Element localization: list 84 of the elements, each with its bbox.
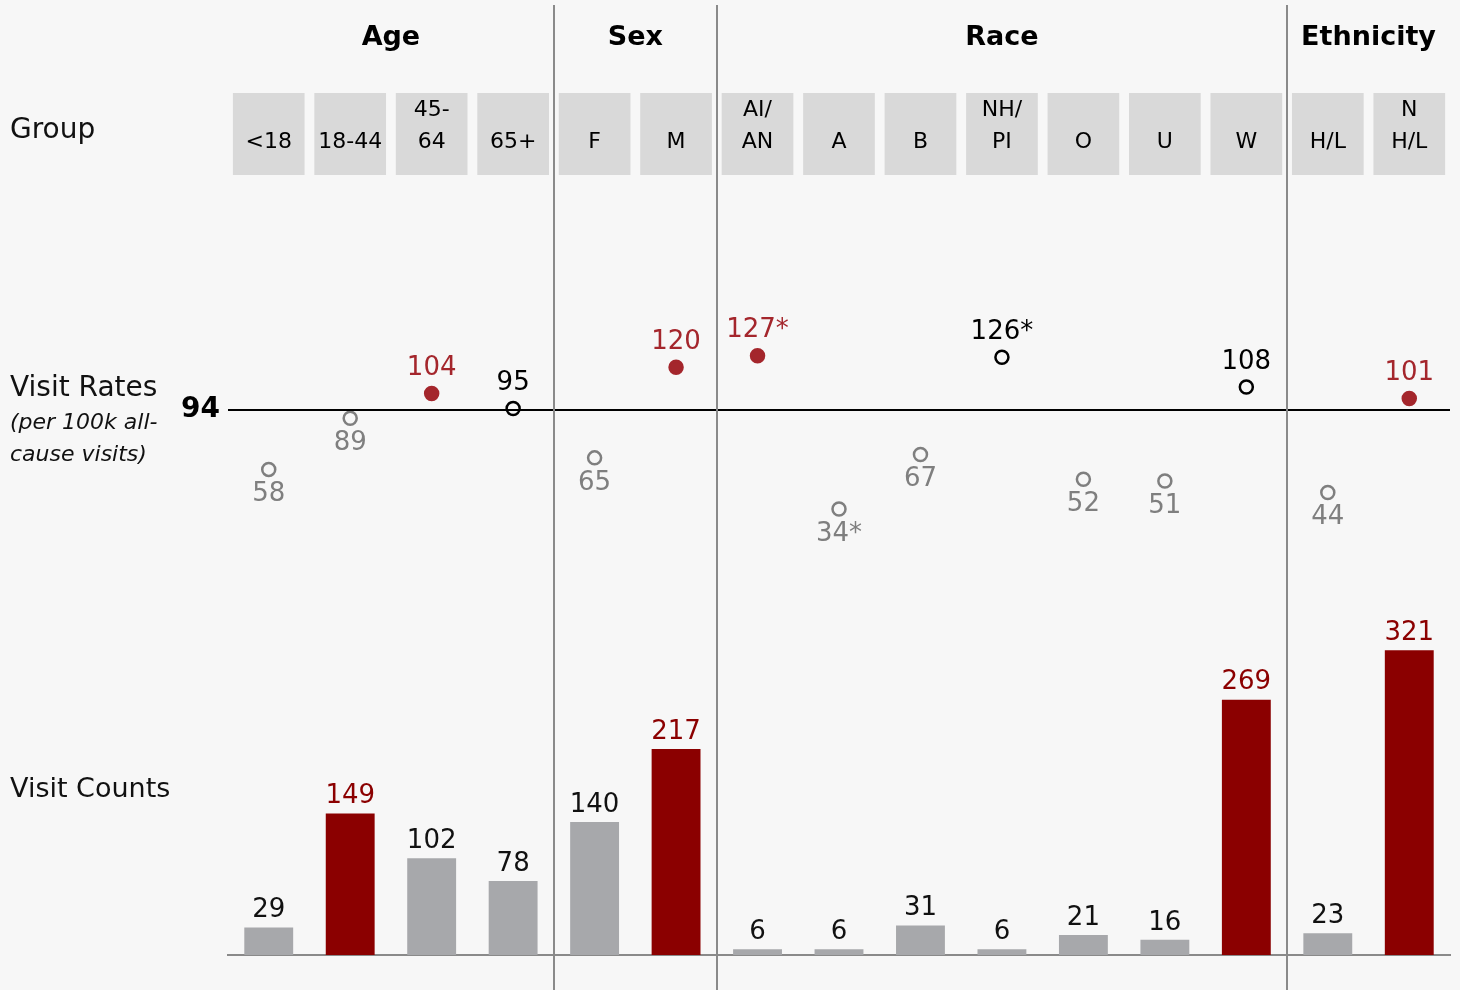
text: Sex: [606, 20, 664, 51]
data-label: 16: [1148, 905, 1182, 936]
data-label: 29: [252, 893, 286, 924]
data-label: 120: [651, 324, 701, 355]
data-label: 23: [1311, 898, 1345, 929]
data-label: 149: [325, 779, 376, 810]
data-label: 95: [496, 366, 530, 397]
bar: [488, 880, 538, 955]
bar: [1221, 699, 1271, 955]
text: (per 100k all-cause visits): [10, 408, 159, 468]
data-label: 321: [1384, 616, 1435, 647]
data-label: 89: [333, 426, 367, 457]
data-label: 108: [1221, 344, 1272, 375]
data-label: 34*: [815, 516, 863, 547]
bar: [570, 822, 620, 955]
bar: [651, 749, 701, 955]
x-tick-label: NH/ PI: [981, 95, 1023, 153]
data-label: 52: [1066, 487, 1100, 518]
x-tick-label: A: [831, 127, 847, 153]
point: [586, 450, 603, 466]
text: Age: [360, 20, 422, 51]
point: [1320, 484, 1336, 501]
data-label: 6: [749, 915, 766, 946]
data-label: 102: [406, 823, 457, 854]
data-label: 78: [496, 846, 530, 877]
data-label: 126*: [970, 315, 1034, 346]
x-tick-label: B: [912, 127, 929, 153]
point: [1075, 471, 1092, 488]
point: [260, 461, 277, 478]
data-label: 101: [1384, 356, 1435, 387]
data-label: 104: [406, 351, 457, 382]
data-label: 65: [578, 465, 612, 496]
text: Ethnicity: [1300, 20, 1437, 51]
point: [668, 359, 684, 375]
data-label: 127*: [726, 313, 789, 344]
x-tick-label: H/L: [1309, 127, 1347, 153]
data-label: 44: [1311, 500, 1345, 531]
x-tick-label: AI/ AN: [741, 95, 774, 153]
text: Visit Counts: [10, 772, 171, 803]
bar: [814, 949, 864, 955]
x-tick-label: N H/L: [1391, 95, 1429, 153]
bar: [733, 949, 782, 955]
point: [994, 349, 1010, 366]
bar: [325, 813, 375, 955]
x-tick-label: <18: [245, 127, 292, 153]
x-tick-label: 45- 64: [413, 95, 450, 153]
data-label: 58: [252, 477, 286, 508]
bar: [1384, 650, 1434, 955]
data-label: 67: [903, 462, 938, 493]
text: Visit Rates: [10, 370, 158, 403]
data-label: 217: [651, 714, 701, 745]
point: [1157, 473, 1173, 489]
x-tick-label: W: [1235, 127, 1258, 153]
point: [1401, 390, 1418, 407]
x-tick-label: O: [1074, 127, 1093, 153]
point: [505, 400, 521, 417]
text: Group: [10, 112, 96, 145]
bar: [1140, 939, 1190, 955]
x-tick-label: 65+: [489, 127, 537, 153]
bar: [407, 858, 457, 955]
bar: [1058, 935, 1108, 955]
point: [1238, 379, 1255, 395]
data-label: 51: [1148, 488, 1182, 519]
point: [749, 347, 766, 364]
bar: [896, 925, 945, 955]
x-tick-label: U: [1156, 127, 1173, 153]
x-tick-label: F: [588, 127, 601, 153]
bar: [244, 927, 294, 955]
point: [342, 410, 358, 427]
bar: [1303, 933, 1353, 955]
data-label: 6: [993, 915, 1011, 946]
text: Race: [964, 20, 1040, 51]
bar: [977, 949, 1027, 955]
ref-line-label: 94: [181, 391, 220, 425]
x-tick-label: M: [666, 127, 686, 153]
data-label: 6: [830, 915, 848, 946]
data-label: 140: [569, 787, 620, 818]
point: [912, 446, 929, 463]
data-label: 31: [903, 891, 938, 922]
data-label: 269: [1221, 665, 1272, 696]
x-tick-label: 18-44: [318, 127, 383, 153]
data-label: 21: [1066, 900, 1100, 931]
point: [423, 385, 440, 402]
point: [831, 501, 847, 517]
